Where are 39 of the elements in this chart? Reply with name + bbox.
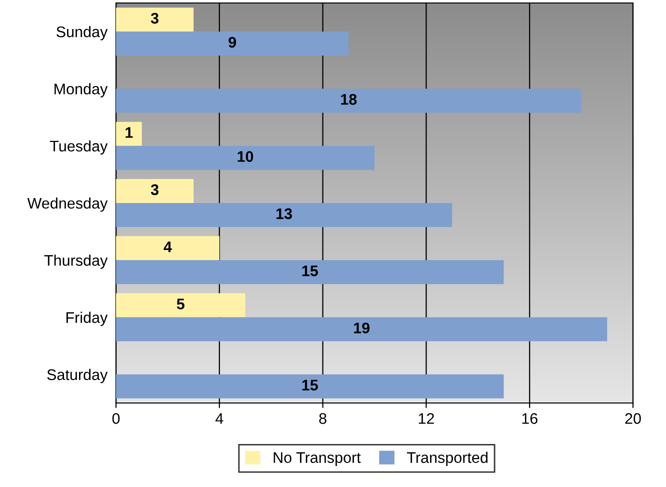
data-label: 19 (354, 322, 370, 334)
bar (116, 203, 452, 227)
bar (116, 260, 504, 284)
legend-label: Transported (407, 452, 488, 466)
data-label: 15 (302, 266, 318, 276)
bar (116, 179, 194, 203)
y-tick-label: Saturday (47, 368, 108, 384)
bar (116, 374, 504, 398)
y-tick-label: Friday (66, 312, 108, 326)
x-tick-label: 16 (522, 413, 538, 424)
y-tick-label: Tuesday (50, 140, 108, 155)
bar (116, 32, 349, 56)
data-label: 9 (228, 36, 236, 48)
data-label: 3 (150, 12, 158, 24)
bar (116, 8, 194, 32)
x-tick-label: 12 (418, 413, 434, 424)
bar (116, 88, 582, 113)
x-tick-label: 0 (112, 413, 120, 424)
data-label: 5 (176, 298, 184, 310)
bar (116, 122, 142, 146)
legend-label: No Transport (274, 452, 361, 466)
data-label: 3 (150, 184, 158, 196)
y-tick-label: Wednesday (27, 197, 108, 212)
x-tick-label: 20 (625, 413, 641, 424)
data-label: 18 (341, 94, 357, 105)
data-label: 10 (238, 151, 254, 162)
y-tick-label: Thursday (44, 254, 108, 269)
bar (116, 317, 608, 342)
data-label: 4 (164, 242, 172, 252)
bar (116, 146, 374, 170)
data-label: 15 (302, 380, 318, 391)
y-tick-label: Sunday (56, 26, 108, 40)
bar (116, 293, 246, 318)
y-tick-label: Monday (54, 83, 108, 98)
x-tick-label: 8 (319, 413, 326, 424)
data-label: 13 (276, 208, 292, 220)
x-tick-label: 4 (216, 413, 224, 424)
data-label: 1 (126, 127, 133, 138)
bar (116, 236, 220, 260)
